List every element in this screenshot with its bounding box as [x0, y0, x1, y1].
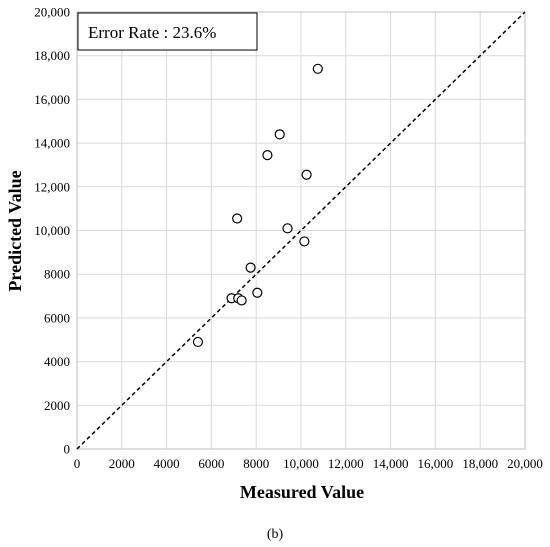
x-tick-label: 14,000: [373, 456, 409, 471]
y-tick-label: 0: [64, 442, 71, 457]
y-axis-title: Predicted Value: [5, 170, 25, 291]
plot-area-frame: [76, 11, 526, 450]
annotation-box: Error Rate : 23.6%: [77, 12, 258, 51]
error-rate-text: Error Rate : 23.6%: [88, 23, 216, 42]
data-point: [299, 236, 310, 247]
x-tick-labels: 0 2000 4000 6000 8000 10,000 12,000 14,000 16,00…: [74, 456, 543, 471]
data-point: [262, 150, 273, 161]
data-point: [282, 223, 293, 234]
x-tick-label: 20,000: [507, 456, 543, 471]
x-tick-label: 0: [74, 456, 81, 471]
data-point: [274, 129, 285, 140]
x-tick-label: 12,000: [328, 456, 364, 471]
y-tick-label: 6000: [44, 310, 70, 325]
y-tick-label: 20,000: [34, 5, 70, 20]
x-tick-label: 8000: [243, 456, 269, 471]
x-tick-label: 6000: [198, 456, 224, 471]
y-tick-label: 12,000: [34, 179, 70, 194]
reference-line: [76, 11, 526, 450]
data-point: [236, 295, 247, 306]
data-point: [301, 169, 312, 180]
x-tick-label: 16,000: [418, 456, 454, 471]
y-tick-label: 8000: [44, 267, 70, 282]
data-point: [245, 262, 256, 273]
x-axis-title: Measured Value: [240, 482, 364, 502]
data-point: [312, 63, 323, 74]
data-point: [252, 287, 263, 298]
x-tick-label: 10,000: [283, 456, 319, 471]
data-points: [192, 63, 323, 348]
x-tick-label: 18,000: [462, 456, 498, 471]
y-tick-label: 14,000: [34, 136, 70, 151]
y-tick-labels: 0 2000 4000 6000 8000 10,000 12,000 14,000 16,00…: [34, 5, 70, 457]
data-point: [232, 213, 243, 224]
x-tick-label: 2000: [109, 456, 135, 471]
y-tick-label: 4000: [44, 354, 70, 369]
figure-caption: (b): [267, 527, 284, 542]
y-tick-label: 2000: [44, 398, 70, 413]
y-tick-label: 10,000: [34, 223, 70, 238]
x-tick-label: 4000: [154, 456, 180, 471]
y-tick-label: 18,000: [34, 48, 70, 63]
y-tick-label: 16,000: [34, 92, 70, 107]
data-point: [192, 336, 204, 348]
